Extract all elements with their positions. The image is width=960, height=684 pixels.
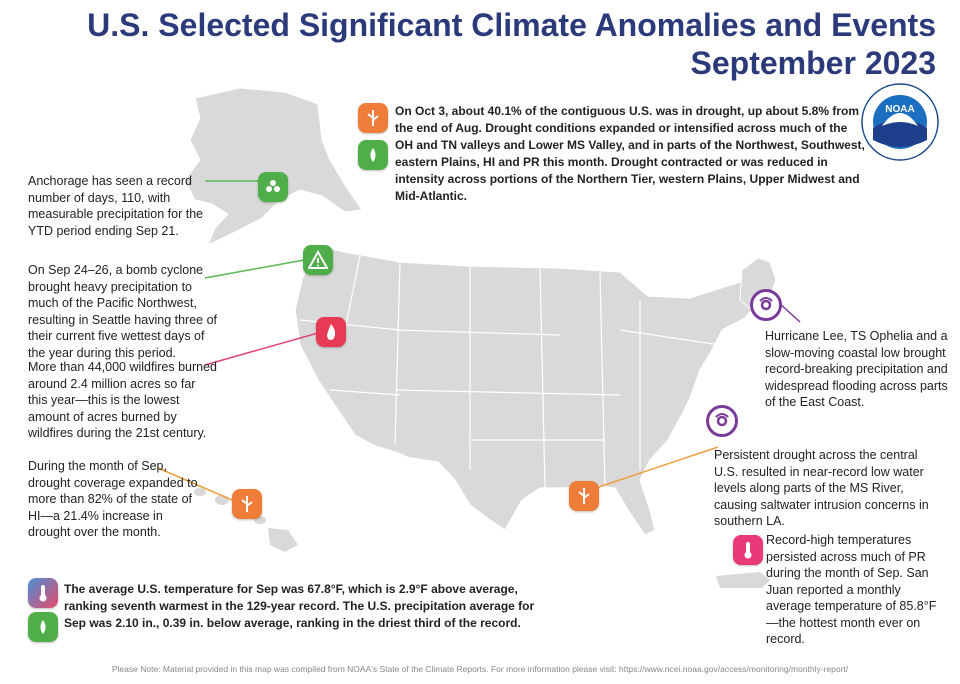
- precipitation-drops-icon: [258, 172, 288, 202]
- footer-note: Please Note: Material provided in this m…: [111, 664, 849, 674]
- puerto-rico-text: Record-high temperatures persisted acros…: [766, 533, 937, 646]
- precipitation-drop-icon: [28, 612, 58, 642]
- warning-icon: [303, 245, 333, 275]
- drought-icon: [358, 103, 388, 133]
- state-lines: [299, 255, 721, 491]
- puerto-rico-shape: [716, 572, 770, 588]
- title-line-1: U.S. Selected Significant Climate Anomal…: [87, 7, 936, 43]
- leader-bomb-cyclone: [204, 259, 305, 279]
- wildfires-text: More than 44,000 wildfires burned around…: [28, 360, 218, 440]
- ms-river-text: Persistent drought across the central U.…: [714, 448, 929, 528]
- hawaii-drought-icon: [232, 489, 262, 519]
- hawaii-text: During the month of Sep, drought coverag…: [28, 459, 198, 539]
- hurricane-icon: [750, 289, 782, 321]
- alaska-shape: [184, 87, 363, 247]
- wildfire-icon: [316, 317, 346, 347]
- heat-thermometer-icon: [733, 535, 763, 565]
- leader-hawaii: [157, 467, 233, 501]
- leader-wildfires: [204, 332, 319, 366]
- leader-ms-river: [595, 446, 719, 489]
- drought-summary-text: On Oct 3, about 40.1% of the contiguous …: [395, 104, 865, 203]
- map-title: U.S. Selected Significant Climate Anomal…: [87, 6, 936, 82]
- anchorage-text: Anchorage has seen a record number of da…: [28, 174, 204, 238]
- temperature-icon: [28, 578, 58, 608]
- leader-hurricane-lee: [778, 302, 801, 323]
- contiguous-us-shape: [294, 244, 773, 536]
- hurricane-ophelia-icon: [706, 405, 738, 437]
- title-line-2: September 2023: [690, 45, 936, 81]
- national-summary-text: The average U.S. temperature for Sep was…: [64, 582, 535, 630]
- noaa-logo: NOAA: [861, 83, 939, 161]
- bomb-cyclone-text: On Sep 24–26, a bomb cyclone brought hea…: [28, 263, 218, 360]
- hurricane-lee-text: Hurricane Lee, TS Ophelia and a slow-mov…: [765, 329, 948, 409]
- ms-river-drought-icon: [569, 481, 599, 511]
- precipitation-icon: [358, 140, 388, 170]
- noaa-logo-text: NOAA: [885, 104, 914, 115]
